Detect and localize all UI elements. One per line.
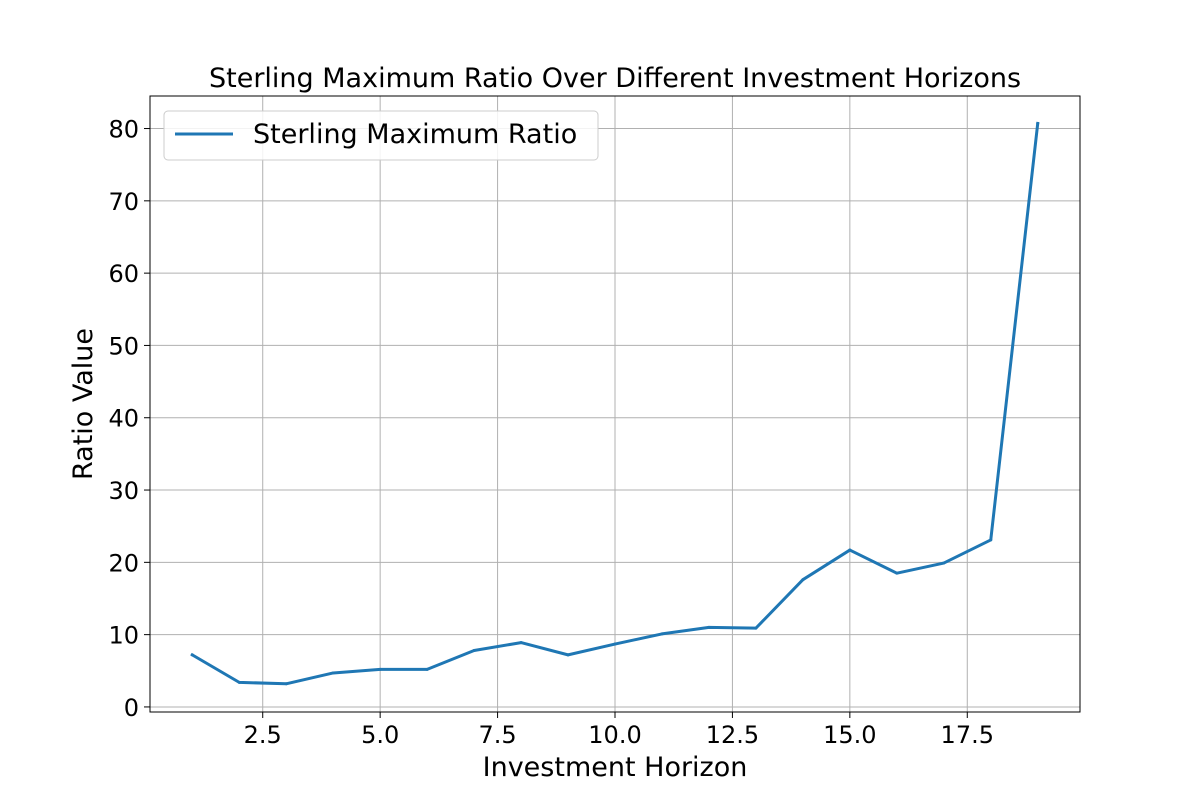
- y-tick-label: 60: [108, 260, 139, 288]
- data-point: [895, 571, 899, 575]
- ticks: 2.5 5.0 7.5 10.0 12.5 15.0 17.5 0 10 20 30 40 50 60 70…: [108, 116, 994, 749]
- legend: Sterling Maximum Ratio: [163, 110, 599, 161]
- data-point: [284, 682, 288, 686]
- data-point: [848, 548, 852, 552]
- y-tick-label: 70: [108, 188, 139, 216]
- y-tick-label: 50: [108, 332, 139, 360]
- data-point: [660, 632, 664, 636]
- x-tick-label: 2.5: [244, 721, 282, 749]
- y-axis-label: Ratio Value: [68, 328, 99, 480]
- data-point: [754, 626, 758, 630]
- data-point: [989, 538, 993, 542]
- y-tick-label: 80: [108, 116, 139, 144]
- data-point: [425, 667, 429, 671]
- data-point: [472, 649, 476, 653]
- data-point: [707, 625, 711, 629]
- y-tick-label: 10: [108, 622, 139, 650]
- grid: [150, 96, 1080, 712]
- data-point: [566, 653, 570, 657]
- data-point: [237, 680, 241, 684]
- y-tick-label: 30: [108, 477, 139, 505]
- legend-label: Sterling Maximum Ratio: [253, 119, 577, 150]
- series-layer: [190, 121, 1040, 686]
- y-tick-label: 40: [108, 405, 139, 433]
- data-point: [613, 642, 617, 646]
- x-tick-label: 7.5: [478, 721, 516, 749]
- y-tick-label: 20: [108, 549, 139, 577]
- legend-box: [163, 110, 599, 161]
- x-tick-label: 15.0: [823, 721, 876, 749]
- chart-title: Sterling Maximum Ratio Over Different In…: [209, 63, 1021, 94]
- data-point: [519, 641, 523, 645]
- y-tick-label: 0: [124, 694, 139, 722]
- data-point: [942, 561, 946, 565]
- data-point: [331, 671, 335, 675]
- x-tick-label: 5.0: [361, 721, 399, 749]
- x-tick-label: 12.5: [706, 721, 759, 749]
- x-tick-label: 17.5: [941, 721, 994, 749]
- data-point: [378, 667, 382, 671]
- x-tick-label: 10.0: [588, 721, 641, 749]
- data-point: [190, 653, 194, 657]
- data-point: [801, 578, 805, 582]
- x-axis-label: Investment Horizon: [483, 752, 748, 783]
- data-point: [1036, 121, 1040, 125]
